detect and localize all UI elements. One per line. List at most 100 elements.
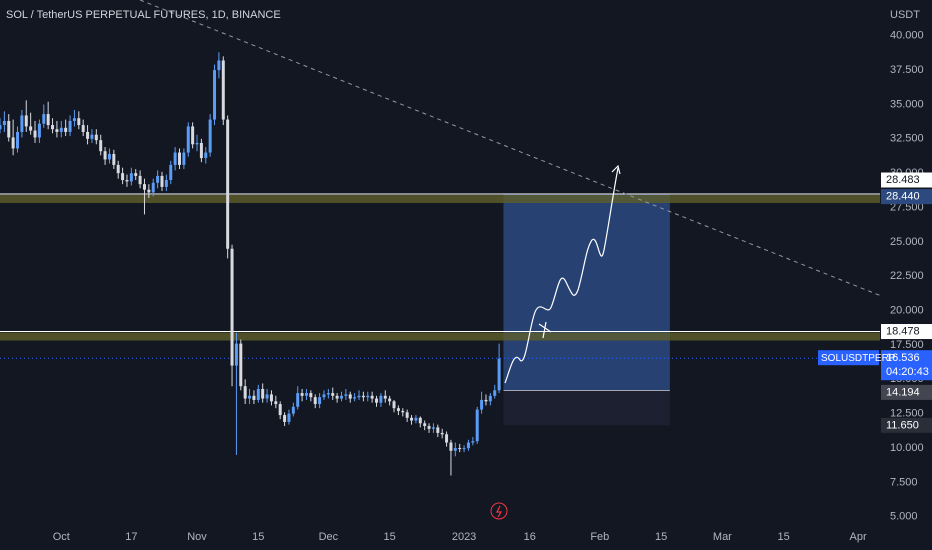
symbol-label: SOLUSDTPERP [821, 353, 896, 364]
level-label-box [881, 324, 932, 340]
candle-body [252, 395, 256, 400]
candle-body [199, 142, 203, 159]
candle-body [497, 358, 501, 391]
candle-body [296, 393, 300, 407]
candle-body [313, 397, 317, 405]
candle-body [375, 398, 379, 403]
candle-body [103, 151, 107, 160]
candle-body [221, 60, 225, 120]
candle-body [401, 410, 405, 413]
candle-body [164, 180, 168, 187]
candle-body [195, 142, 199, 145]
y-tick-label: 32.500 [890, 133, 924, 145]
position-profit-zone [503, 194, 670, 391]
candle-body [304, 393, 308, 396]
candle-body [344, 394, 348, 396]
last-price-box [881, 350, 932, 381]
last-price-label: 16.536 [886, 352, 920, 364]
stop-label-box [881, 417, 932, 433]
candle-body [405, 412, 409, 418]
stop-label: 11.650 [886, 419, 919, 431]
candle-body [173, 152, 177, 165]
candle-body [361, 395, 365, 398]
candle-body [243, 386, 247, 399]
x-tick-label: Feb [590, 531, 609, 543]
candle-body [427, 426, 431, 429]
candle-body [423, 423, 427, 427]
candle-body [265, 394, 269, 399]
candle-body [418, 417, 422, 424]
candle-body [309, 393, 313, 398]
target-label: 28.440 [886, 191, 920, 203]
candle-body [326, 393, 330, 395]
countdown-label: 04:20:43 [886, 366, 929, 378]
candle-body [11, 137, 15, 149]
chart-title: SOL / TetherUS PERPETUAL FUTURES, 1D, BI… [6, 9, 281, 21]
candle-body [51, 125, 55, 130]
candle-body [107, 153, 111, 160]
y-tick-label: 40.000 [890, 30, 924, 42]
candle-body [322, 394, 326, 398]
x-tick-label: 2023 [452, 531, 476, 543]
candle-body [339, 395, 343, 399]
candle-body [2, 120, 6, 126]
candle-body [379, 395, 383, 403]
candle-body [90, 134, 94, 139]
candle-body [396, 408, 400, 411]
y-tick-label: 22.500 [890, 270, 924, 282]
entry-label: 14.194 [886, 386, 920, 398]
y-tick-label: 12.500 [890, 408, 924, 420]
target-label-box [881, 189, 932, 205]
candle-body [217, 60, 221, 71]
candle-body [488, 395, 492, 402]
candle-body [366, 395, 370, 398]
x-tick-label: 16 [524, 531, 536, 543]
event-icon[interactable] [490, 502, 508, 520]
candle-body [129, 173, 133, 182]
x-tick-label: Nov [187, 531, 207, 543]
candle-body [68, 120, 72, 132]
candle-body [480, 399, 484, 410]
candle-body [204, 152, 208, 159]
candle-body [42, 114, 46, 124]
y-tick-label: 10.000 [890, 442, 924, 454]
level-band [0, 195, 880, 204]
candle-body [147, 189, 151, 193]
entry-label-box [881, 384, 932, 400]
candle-body [186, 126, 190, 153]
x-tick-label: Apr [850, 531, 867, 543]
level-label-box [881, 172, 932, 188]
candle-body [64, 127, 68, 132]
candle-body [226, 119, 230, 249]
candle-body [230, 248, 234, 366]
event-icon-bolt [496, 505, 503, 518]
y-tick-label: 35.000 [890, 98, 924, 110]
candle-body [72, 118, 76, 121]
x-tick-label: Mar [713, 531, 732, 543]
y-tick-label: 37.500 [890, 64, 924, 76]
candle-body [234, 343, 238, 366]
level-band [0, 332, 880, 341]
level-label: 18.478 [886, 325, 920, 337]
candle-body [475, 409, 479, 442]
candle-body [138, 175, 142, 185]
candle-layer [0, 52, 501, 476]
candle-body [440, 432, 444, 435]
x-tick-label: Dec [319, 531, 339, 543]
y-tick-label: 27.500 [890, 201, 924, 213]
position-loss-zone [503, 390, 670, 426]
y-tick-label: 5.000 [890, 511, 918, 523]
candle-body [357, 395, 361, 398]
y-tick-label: 7.500 [890, 476, 918, 488]
y-tick-label: 25.000 [890, 236, 924, 248]
drawn-arrowhead [611, 164, 621, 175]
candle-body [414, 417, 418, 421]
candle-body [283, 415, 287, 422]
x-tick-label: 17 [125, 531, 137, 543]
candle-body [388, 398, 392, 402]
candle-body [77, 118, 81, 126]
candle-body [94, 134, 98, 141]
candle-body [7, 120, 11, 138]
